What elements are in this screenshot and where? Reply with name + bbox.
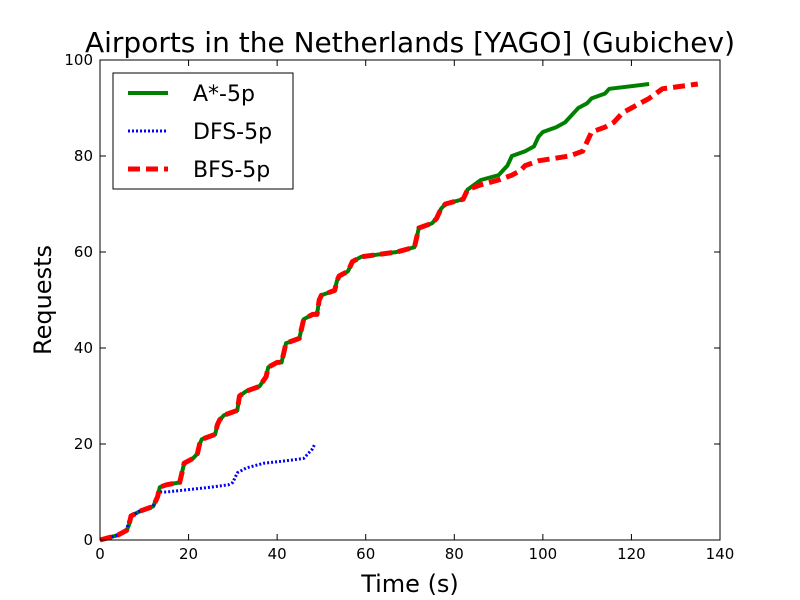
series-layer — [99, 81, 699, 543]
legend: A*-5p DFS-5p BFS-5p — [112, 72, 294, 190]
y-tick-label: 100 — [64, 51, 93, 69]
x-tick-label: 140 — [706, 545, 735, 563]
ticks-layer: 0 20 40 60 80 100 120 140 0 20 40 60 80 100 — [64, 51, 734, 563]
x-tick-label: 120 — [617, 545, 646, 563]
series-line-dfs-5p — [99, 443, 317, 542]
legend-label-astar: A*-5p — [193, 82, 255, 107]
plot-frame — [99, 59, 721, 541]
legend-label-dfs: DFS-5p — [193, 120, 272, 145]
x-tick-label: 20 — [179, 545, 198, 563]
x-tick-label: 100 — [529, 545, 558, 563]
x-tick-label: 60 — [356, 545, 375, 563]
y-tick-label: 60 — [74, 243, 93, 261]
x-tick-label: 80 — [445, 545, 464, 563]
y-tick-label: 20 — [74, 435, 93, 453]
legend-label-bfs: BFS-5p — [193, 158, 270, 183]
y-tick-label: 0 — [83, 531, 93, 549]
x-axis-label: Time (s) — [360, 570, 459, 598]
y-tick-label: 40 — [74, 339, 93, 357]
y-axis-label: Requests — [29, 245, 57, 355]
x-tick-label: 0 — [95, 545, 105, 563]
chart-title: Airports in the Netherlands [YAGO] (Gubi… — [85, 26, 735, 59]
y-tick-label: 80 — [74, 147, 93, 165]
x-tick-label: 40 — [268, 545, 287, 563]
series-line-bfs-5p — [99, 81, 699, 543]
